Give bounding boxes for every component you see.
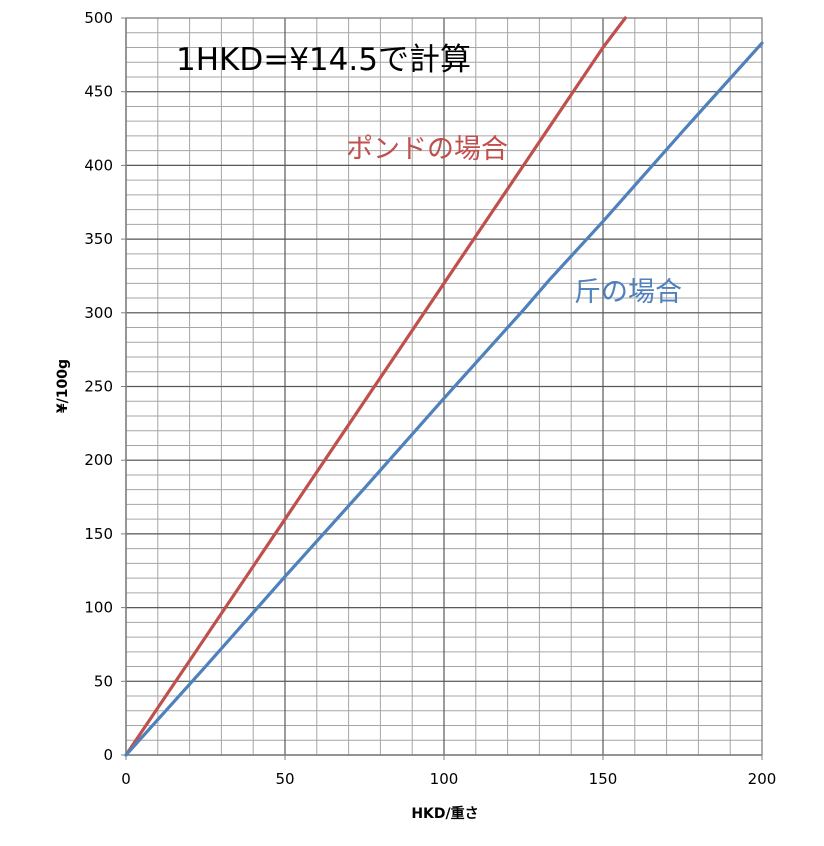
y-tick-label: 400 [84, 156, 113, 174]
y-axis-title: ¥/100g [55, 359, 71, 413]
y-tick-label: 200 [84, 451, 113, 469]
y-tick-label: 450 [84, 83, 113, 101]
x-axis-title: HKD/重さ [411, 805, 478, 822]
x-axis-ticks: 0 50 100 150 200 [121, 755, 776, 788]
y-tick-label: 300 [84, 304, 113, 322]
x-tick-label: 0 [121, 770, 131, 788]
x-tick-label: 150 [589, 770, 618, 788]
x-tick-label: 200 [748, 770, 777, 788]
series-label-kin: 斤の場合 [574, 277, 682, 308]
y-tick-label: 500 [84, 9, 113, 27]
chart-title: 1HKD=¥14.5で計算 [176, 42, 471, 78]
series-line-pound [124, 16, 627, 757]
y-tick-label: 250 [84, 378, 113, 396]
series-label-pound: ポンドの場合 [346, 134, 508, 165]
y-tick-label: 100 [84, 599, 113, 617]
y-tick-label: 150 [84, 525, 113, 543]
y-tick-label: 50 [94, 672, 113, 690]
series-lines [124, 16, 764, 757]
x-tick-label: 100 [430, 770, 459, 788]
y-tick-label: 350 [84, 230, 113, 248]
y-axis-ticks: 0 50 100 150 200 250 300 350 400 450 500 [84, 9, 126, 764]
series-line-kin [124, 41, 764, 757]
x-tick-label: 50 [275, 770, 294, 788]
y-tick-label: 0 [103, 746, 113, 764]
